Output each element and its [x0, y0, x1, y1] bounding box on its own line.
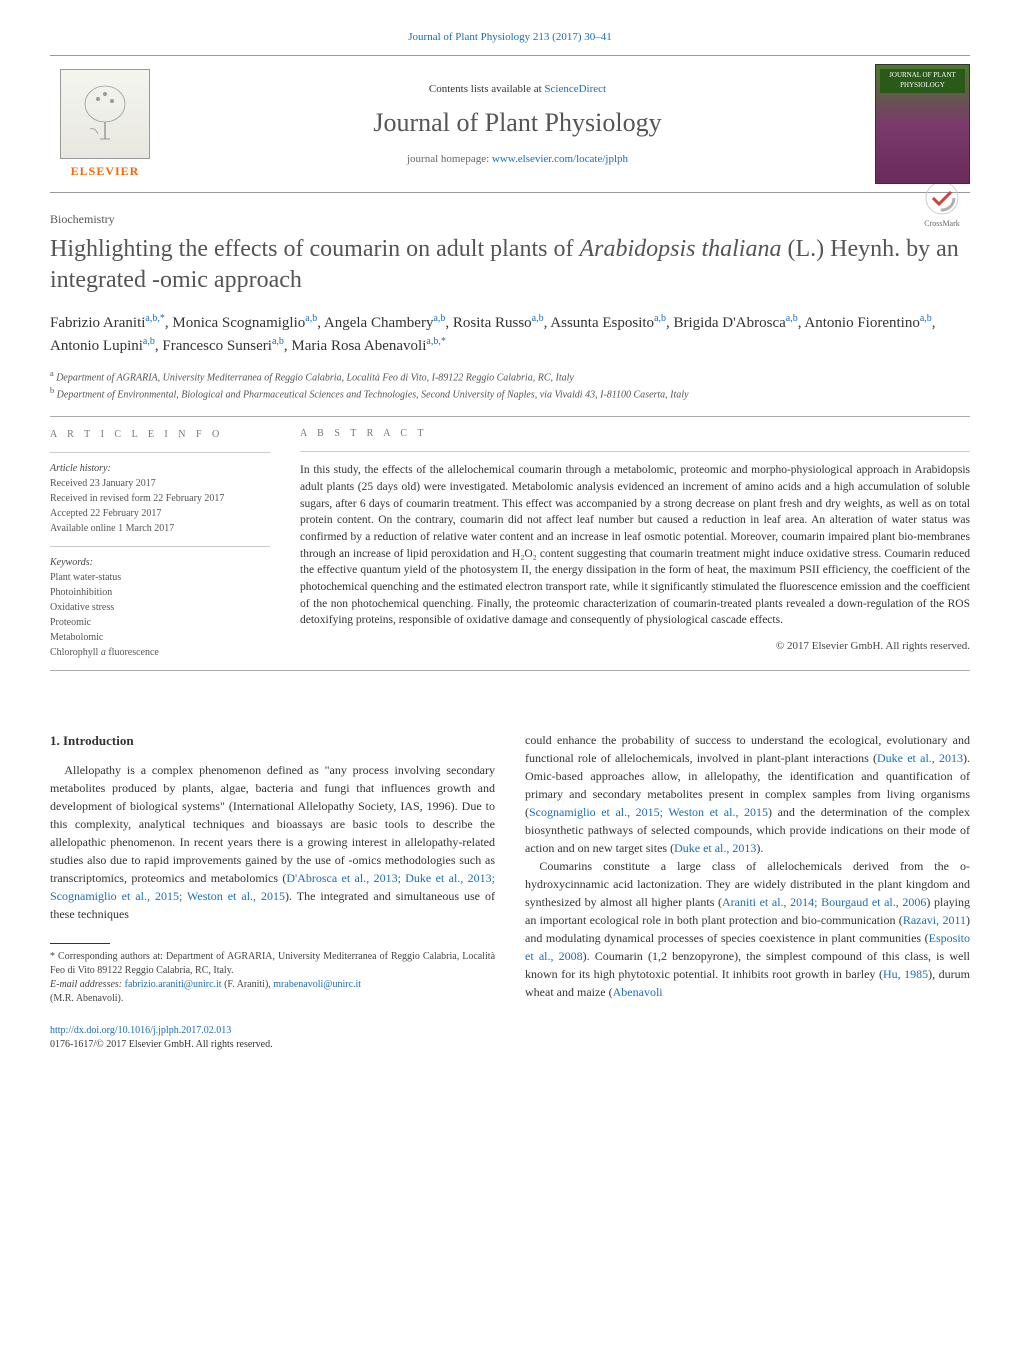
elsevier-tree-icon	[60, 69, 150, 159]
author-affil-link[interactable]: a,b,	[426, 336, 440, 347]
body-text-columns: 1. Introduction Allelopathy is a complex…	[50, 731, 970, 1052]
corresponding-author-note: * Corresponding authors at: Department o…	[50, 950, 495, 978]
author-affil-link[interactable]: a,b	[433, 313, 445, 324]
header-citation: Journal of Plant Physiology 213 (2017) 3…	[50, 30, 970, 45]
citation-link[interactable]: Duke et al., 2013	[674, 841, 756, 855]
received-date: Received 23 January 2017	[50, 476, 270, 491]
keyword: Plant water-status	[50, 570, 270, 585]
author-affil-link[interactable]: a,b	[920, 313, 932, 324]
author-affil-link[interactable]: a,b	[143, 336, 155, 347]
doi-link[interactable]: http://dx.doi.org/10.1016/j.jplph.2017.0…	[50, 1025, 231, 1036]
sciencedirect-link[interactable]: ScienceDirect	[544, 83, 606, 95]
abstract-heading: a b s t r a c t	[300, 427, 970, 441]
publisher-name: ELSEVIER	[71, 163, 140, 180]
author-affil-link[interactable]: a,b	[654, 313, 666, 324]
citation-link[interactable]: Journal of Plant Physiology 213 (2017) 3…	[408, 31, 612, 43]
affiliations: a Department of AGRARIA, University Medi…	[50, 368, 970, 403]
author-affil-link[interactable]: a,b,	[145, 313, 159, 324]
author-affil-link[interactable]: a,b	[305, 313, 317, 324]
article-section-label: Biochemistry	[50, 211, 970, 228]
email-link[interactable]: fabrizio.araniti@unirc.it	[125, 979, 222, 990]
journal-cover-thumbnail: JOURNAL OF PLANT PHYSIOLOGY	[875, 64, 970, 184]
body-paragraph: could enhance the probability of success…	[525, 731, 970, 857]
homepage-link[interactable]: www.elsevier.com/locate/jplph	[492, 153, 628, 165]
footnote-separator	[50, 943, 110, 944]
keywords-label: Keywords:	[50, 555, 270, 570]
body-column-left: 1. Introduction Allelopathy is a complex…	[50, 731, 495, 1052]
online-date: Available online 1 March 2017	[50, 521, 270, 536]
svg-text:CrossMark: CrossMark	[924, 219, 960, 228]
abstract-column: a b s t r a c t In this study, the effec…	[300, 427, 970, 660]
keyword: Metabolomic	[50, 630, 270, 645]
abstract-text: In this study, the effects of the allelo…	[300, 462, 970, 629]
journal-homepage: journal homepage: www.elsevier.com/locat…	[160, 152, 875, 167]
abstract-copyright: © 2017 Elsevier GmbH. All rights reserve…	[300, 639, 970, 654]
author-list: Fabrizio Aranitia,b,*, Monica Scognamigl…	[50, 311, 970, 358]
divider	[50, 670, 970, 671]
author-affil-link[interactable]: a,b	[786, 313, 798, 324]
article-info-heading: a r t i c l e i n f o	[50, 427, 270, 442]
citation-link[interactable]: Araniti et al., 2014; Bourgaud et al., 2…	[722, 895, 926, 909]
citation-link[interactable]: Hu, 1985	[883, 967, 928, 981]
citation-link[interactable]: Abenavoli	[613, 985, 663, 999]
keyword: Chlorophyll a fluorescence	[50, 645, 270, 660]
author-affil-link[interactable]: a,b	[532, 313, 544, 324]
keyword: Proteomic	[50, 615, 270, 630]
keyword: Oxidative stress	[50, 600, 270, 615]
contents-available: Contents lists available at ScienceDirec…	[160, 82, 875, 97]
corresponding-star[interactable]: *	[441, 336, 446, 347]
cover-title: JOURNAL OF PLANT PHYSIOLOGY	[880, 69, 965, 93]
publisher-logo: ELSEVIER	[50, 69, 160, 180]
history-label: Article history:	[50, 461, 270, 476]
body-paragraph: Coumarins constitute a large class of al…	[525, 857, 970, 1001]
doi-block: http://dx.doi.org/10.1016/j.jplph.2017.0…	[50, 1024, 495, 1052]
article-info-column: a r t i c l e i n f o Article history: R…	[50, 427, 270, 660]
citation-link[interactable]: Duke et al., 2013	[877, 751, 963, 765]
author-affil-link[interactable]: a,b	[272, 336, 284, 347]
issn-copyright: 0176-1617/© 2017 Elsevier GmbH. All righ…	[50, 1039, 273, 1050]
journal-name: Journal of Plant Physiology	[160, 105, 875, 141]
footnotes: * Corresponding authors at: Department o…	[50, 950, 495, 1006]
citation-link[interactable]: Razavi, 2011	[903, 913, 966, 927]
header-center: Contents lists available at ScienceDirec…	[160, 82, 875, 167]
info-abstract-row: a r t i c l e i n f o Article history: R…	[50, 427, 970, 660]
accepted-date: Accepted 22 February 2017	[50, 506, 270, 521]
email-addresses: E-mail addresses: fabrizio.araniti@unirc…	[50, 978, 495, 1006]
revised-date: Received in revised form 22 February 201…	[50, 491, 270, 506]
article-title: Highlighting the effects of coumarin on …	[50, 234, 970, 296]
divider	[50, 416, 970, 417]
crossmark-badge[interactable]: CrossMark	[915, 178, 970, 233]
journal-header-bar: ELSEVIER Contents lists available at Sci…	[50, 55, 970, 193]
body-paragraph: Allelopathy is a complex phenomenon defi…	[50, 761, 495, 923]
section-heading: 1. Introduction	[50, 731, 495, 751]
body-column-right: could enhance the probability of success…	[525, 731, 970, 1052]
email-link[interactable]: mrabenavoli@unirc.it	[273, 979, 361, 990]
citation-link[interactable]: Scognamiglio et al., 2015; Weston et al.…	[529, 805, 768, 819]
keyword: Photoinhibition	[50, 585, 270, 600]
